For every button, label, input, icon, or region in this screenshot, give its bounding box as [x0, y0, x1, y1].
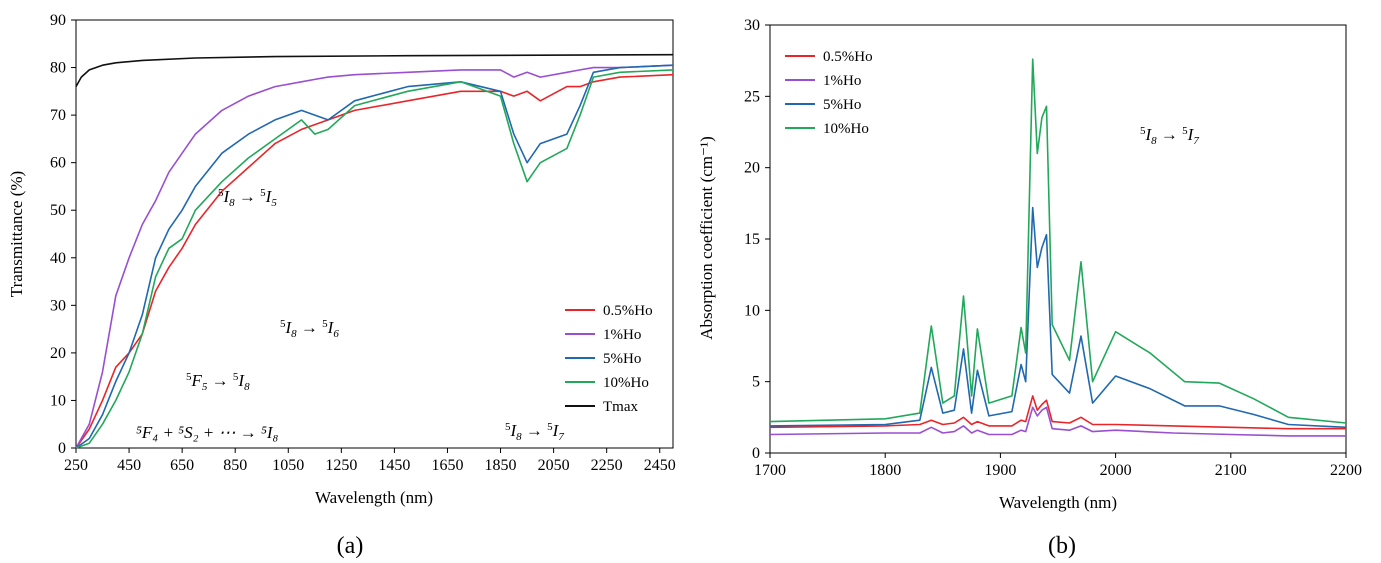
- y-tick-label: 20: [744, 160, 760, 177]
- legend-label: 5%Ho: [603, 351, 641, 367]
- x-tick-label: 2200: [1330, 462, 1362, 479]
- annotation-i7: 5I8 → 5I7: [505, 421, 564, 443]
- x-tick-label: 1850: [485, 457, 517, 474]
- legend-label: 0.5%Ho: [603, 303, 653, 319]
- series-line-1-ho: [769, 406, 1346, 437]
- panel-label-a: (a): [337, 533, 364, 559]
- x-tick-label: 1650: [431, 457, 463, 474]
- x-tick-label: 1250: [325, 457, 357, 474]
- x-axis-label-b: Wavelength (nm): [999, 493, 1117, 512]
- annotation-f5: 5F5 → 5I8: [186, 371, 250, 393]
- y-axis-label-b: Absorption coefficient (cm⁻¹): [697, 136, 716, 340]
- series-line-5-ho: [769, 206, 1347, 429]
- series-line-5-ho: [75, 64, 674, 449]
- x-tick-label: 1050: [272, 457, 304, 474]
- y-tick-label: 0: [58, 440, 66, 457]
- legend-label: 1%Ho: [823, 73, 861, 89]
- x-tick-label: 1900: [984, 462, 1016, 479]
- annotation-f4: ⁵F₄ + ⁵S₂ + ⋯ → ⁵I₈: [136, 423, 279, 442]
- x-tick-label: 1800: [869, 462, 901, 479]
- y-tick-label: 30: [744, 17, 760, 34]
- panel-label-b: (b): [1048, 533, 1076, 559]
- y-tick-label: 40: [50, 250, 66, 267]
- y-tick-label: 10: [744, 302, 760, 319]
- series-line-10-ho: [769, 58, 1347, 424]
- annotations-b: 5I8 → 5I7: [1140, 125, 1199, 147]
- y-tick-label: 80: [50, 60, 66, 77]
- x-tick-label: 250: [64, 457, 88, 474]
- x-tick-label: 1700: [754, 462, 786, 479]
- annotations-a: 5I8 → 5I5 5I8 → 5I6 5F5 → 5I8 ⁵F₄ + ⁵S₂ + ⋯…: [136, 187, 564, 443]
- series-line-tmax: [75, 53, 674, 87]
- ticks-a: 250 450 650 850 1050 1250 1450 1650 1850 2050 2250…: [50, 12, 676, 474]
- y-axis-label-a: Transmittance (%): [7, 171, 26, 297]
- y-tick-label: 90: [50, 12, 66, 29]
- y-tick-label: 10: [50, 392, 66, 409]
- x-tick-label: 2000: [1100, 462, 1132, 479]
- y-tick-label: 25: [744, 88, 760, 105]
- panel-a-chart: 250 450 650 850 1050 1250 1450 1650 1850 2050 2250…: [7, 12, 676, 559]
- y-tick-label: 15: [744, 231, 760, 248]
- x-tick-label: 2050: [538, 457, 570, 474]
- x-tick-label: 850: [223, 457, 247, 474]
- panel-b-chart: 1700 1800 1900 2000 2100 2200 0 5 10 15 20 25 30 Wav…: [697, 17, 1362, 559]
- legend-label: 5%Ho: [823, 97, 861, 113]
- x-tick-label: 1450: [378, 457, 410, 474]
- series-line-0-5-ho: [769, 395, 1346, 430]
- y-tick-label: 30: [50, 297, 66, 314]
- legend-label: 10%Ho: [823, 121, 869, 137]
- annotation-i6: 5I8 → 5I6: [280, 318, 339, 340]
- annotation-i7b: 5I8 → 5I7: [1140, 125, 1199, 147]
- y-tick-label: 60: [50, 155, 66, 172]
- plot-area-a: [75, 19, 674, 449]
- x-tick-label: 450: [117, 457, 141, 474]
- plot-area-b: [769, 24, 1347, 454]
- x-tick-label: 2100: [1215, 462, 1247, 479]
- y-tick-label: 20: [50, 345, 66, 362]
- x-tick-label: 2450: [644, 457, 676, 474]
- legend-a: 0.5%Ho 1%Ho 5%Ho 10%Ho Tmax: [565, 303, 653, 415]
- legend-label: 10%Ho: [603, 375, 649, 391]
- x-axis-label-a: Wavelength (nm): [315, 488, 433, 507]
- y-tick-label: 5: [752, 374, 760, 391]
- y-tick-label: 0: [752, 445, 760, 462]
- legend-label: 0.5%Ho: [823, 49, 873, 65]
- series-line-10-ho: [75, 69, 674, 449]
- legend-label: Tmax: [603, 399, 638, 415]
- series-group-a: [75, 53, 674, 449]
- series-line-1-ho: [75, 64, 674, 449]
- y-tick-label: 50: [50, 202, 66, 219]
- legend-label: 1%Ho: [603, 327, 641, 343]
- annotation-i5: 5I8 → 5I5: [218, 187, 277, 209]
- x-tick-label: 650: [170, 457, 194, 474]
- series-group-b: [769, 58, 1347, 437]
- series-line-0-5-ho: [75, 73, 674, 449]
- ticks-b: 1700 1800 1900 2000 2100 2200 0 5 10 15 20 25 30: [744, 17, 1362, 479]
- x-tick-label: 2250: [591, 457, 623, 474]
- y-tick-label: 70: [50, 107, 66, 124]
- legend-b: 0.5%Ho 1%Ho 5%Ho 10%Ho: [785, 49, 873, 137]
